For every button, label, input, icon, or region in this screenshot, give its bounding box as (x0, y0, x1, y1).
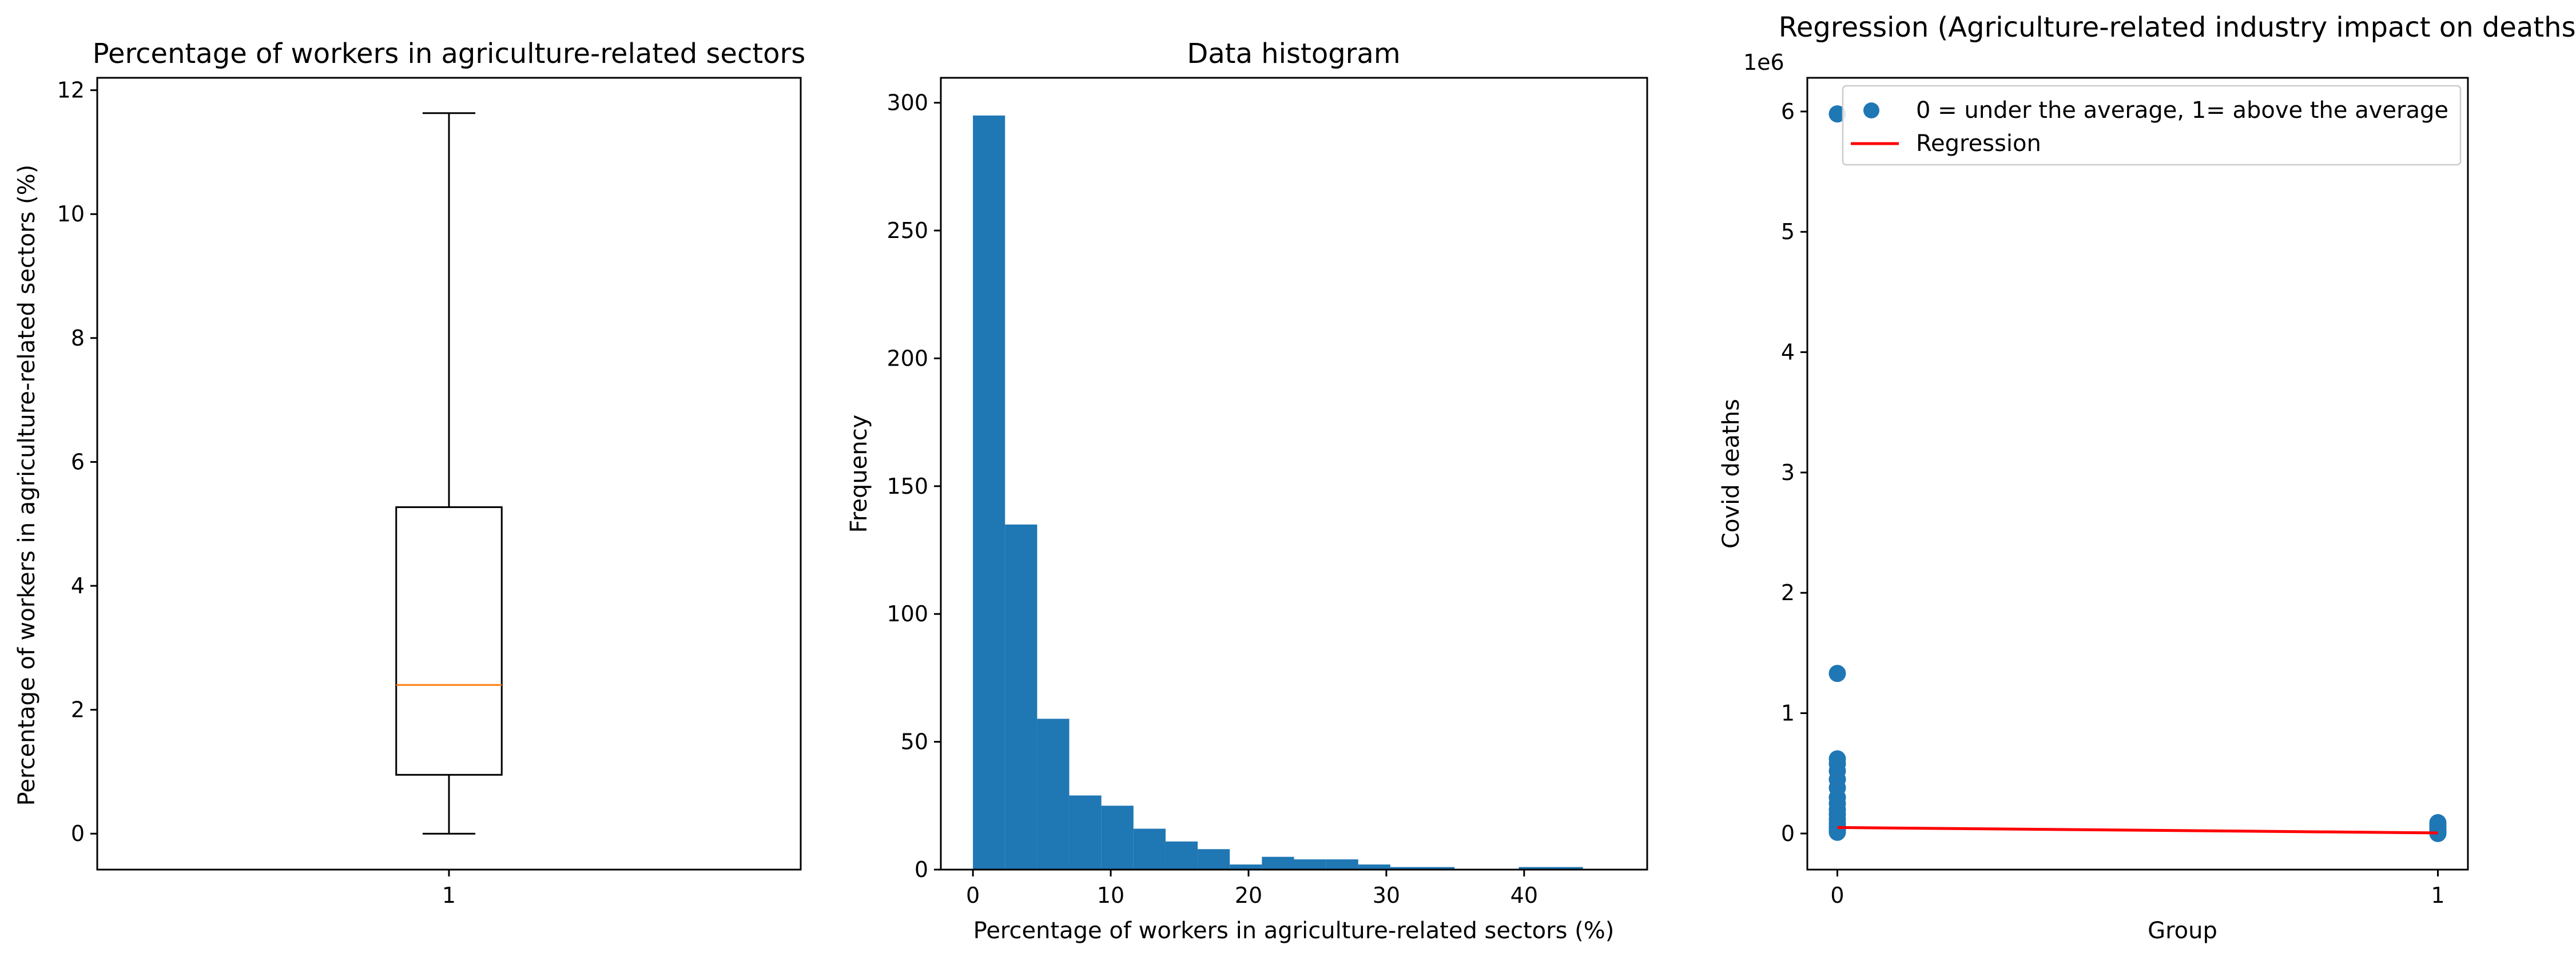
boxplot-axes-frame (96, 77, 802, 871)
histogram-xtick-label: 10 (1097, 883, 1124, 908)
histogram-ticks: 0 50 100 150 200 250 300 0 10 20 30 40 (887, 90, 1538, 908)
histogram-xtick-label: 0 (966, 883, 980, 908)
histogram-bar (973, 115, 1005, 870)
regression-xlabel: Group (2148, 918, 2217, 944)
histogram-ytick-label: 50 (901, 729, 928, 755)
regression-ylabel: Covid deaths (1718, 399, 1744, 549)
regression-ytick-label: 3 (1781, 460, 1795, 485)
regression-panel: Regression (Agriculture-related industry… (1718, 11, 2576, 944)
histogram-bar (1198, 849, 1230, 870)
histogram-bar (1101, 806, 1134, 870)
histogram-bar (1037, 719, 1070, 870)
regression-line (1837, 826, 2438, 835)
histogram-xlabel: Percentage of workers in agriculture-rel… (973, 918, 1615, 944)
boxplot-marks (395, 112, 503, 835)
boxplot-ytick-label: 8 (71, 326, 85, 351)
histogram-title: Data histogram (1187, 38, 1400, 70)
regression-ytick-label: 2 (1781, 580, 1795, 605)
legend-regression-label: Regression (1916, 130, 2041, 157)
histogram-xtick-label: 40 (1510, 883, 1538, 908)
boxplot-ylabel: Percentage of workers in agriculture-rel… (14, 165, 40, 806)
histogram-ytick-label: 300 (887, 90, 928, 116)
regression-ticks: 0 1 2 3 4 5 6 0 1 (1781, 99, 2445, 908)
scatter-point (2429, 824, 2447, 842)
boxplot-ytick-label: 2 (71, 697, 85, 723)
regression-offset-label: 1e6 (1743, 50, 1784, 75)
boxplot-ytick-label: 12 (57, 78, 85, 103)
histogram-bar (1358, 864, 1390, 870)
boxplot-title: Percentage of workers in agriculture-rel… (93, 38, 806, 70)
scatter-point (1828, 105, 1846, 123)
histogram-bar (1390, 867, 1423, 870)
histogram-ytick-label: 100 (887, 601, 928, 626)
histogram-ytick-label: 200 (887, 346, 928, 371)
histogram-bar (1133, 828, 1166, 870)
legend-scatter-label: 0 = under the average, 1= above the aver… (1916, 97, 2448, 124)
histogram-bar (1069, 795, 1102, 870)
histogram-bar (1551, 867, 1583, 870)
boxplot-panel: Percentage of workers in agriculture-rel… (14, 38, 805, 908)
histogram-axes-frame (940, 77, 1648, 871)
histogram-xtick-label: 30 (1373, 883, 1400, 908)
histogram-bar (1326, 859, 1358, 870)
regression-axes-frame (1806, 77, 2469, 871)
box-iqr-rect (395, 506, 503, 776)
regression-xtick-label: 1 (2431, 883, 2444, 908)
histogram-bar (1262, 856, 1294, 870)
histogram-bar (1005, 524, 1037, 870)
boxplot-ticks: 0 2 4 6 8 10 12 1 (57, 78, 456, 908)
legend-box (1842, 85, 2462, 166)
regression-marks (1828, 105, 2447, 842)
histogram-xtick-label: 20 (1235, 883, 1262, 908)
regression-ytick-label: 4 (1781, 340, 1795, 365)
regression-ytick-label: 0 (1781, 821, 1795, 846)
histogram-ytick-label: 150 (887, 474, 928, 499)
scatter-point (1828, 665, 1846, 683)
legend: 0 = under the average, 1= above the aver… (1842, 85, 2462, 166)
histogram-bar (1422, 867, 1455, 870)
histogram-panel: Data histogram Frequency Percentage of w… (846, 38, 1648, 944)
histogram-bar (1165, 841, 1198, 870)
boxplot-ytick-label: 0 (71, 821, 85, 846)
histogram-ytick-label: 250 (887, 218, 928, 243)
regression-ytick-label: 6 (1781, 99, 1795, 124)
regression-xtick-label: 0 (1830, 883, 1844, 908)
boxplot-ytick-label: 4 (71, 573, 85, 598)
histogram-ytick-label: 0 (915, 857, 928, 882)
boxplot-ytick-label: 6 (71, 449, 85, 474)
boxplot-ytick-label: 10 (57, 201, 85, 227)
histogram-bar (1230, 864, 1262, 870)
regression-title: Regression (Agriculture-related industry… (1779, 11, 2576, 43)
histogram-bar (1294, 859, 1326, 870)
histogram-bar (1518, 867, 1551, 870)
legend-scatter-marker (1863, 102, 1879, 118)
regression-ytick-label: 1 (1781, 701, 1795, 726)
histogram-bars (973, 115, 1583, 870)
regression-ytick-label: 5 (1781, 219, 1795, 244)
histogram-ylabel: Frequency (846, 415, 872, 533)
boxplot-xtick-label: 1 (442, 883, 456, 908)
